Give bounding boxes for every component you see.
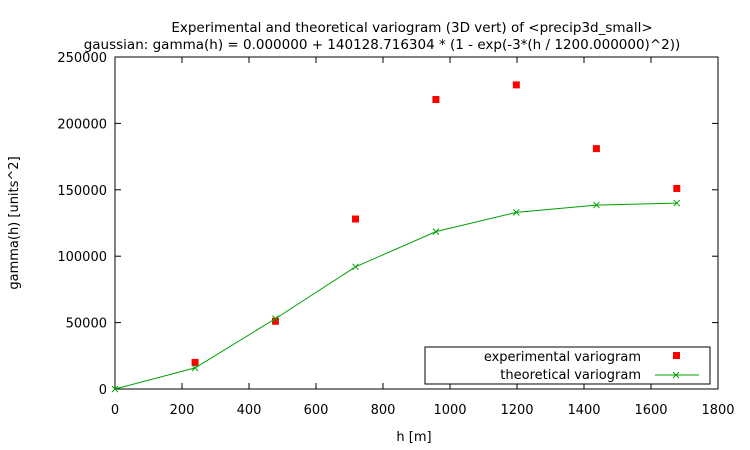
data-point-experimental bbox=[191, 358, 199, 366]
data-point-theoretical bbox=[191, 364, 199, 372]
data-point-theoretical bbox=[272, 315, 279, 322]
x-axis-ticks: 0 200 400 600 800 1000 1200 1400 1600 1800 bbox=[111, 57, 735, 418]
legend-marker-theoretical bbox=[672, 371, 680, 379]
x-tick-label: 1200 bbox=[500, 403, 533, 418]
y-tick-label: 100000 bbox=[57, 250, 107, 265]
data-point-theoretical bbox=[512, 209, 520, 216]
y-tick-label: 150000 bbox=[57, 184, 107, 199]
x-tick-label: 0 bbox=[111, 403, 119, 418]
data-point-theoretical bbox=[593, 201, 600, 209]
x-tick-label: 600 bbox=[304, 403, 329, 418]
y-tick-label: 250000 bbox=[57, 51, 107, 66]
legend-label-theoretical: theoretical variogram bbox=[500, 368, 641, 383]
plot-frame bbox=[114, 56, 719, 390]
data-point-experimental bbox=[271, 317, 279, 325]
data-point-experimental bbox=[673, 184, 681, 192]
x-axis-label: h [m] bbox=[396, 430, 431, 445]
x-tick-label: 800 bbox=[371, 403, 396, 418]
legend-box bbox=[424, 346, 711, 385]
data-point-theoretical bbox=[432, 228, 440, 235]
chart-title: Experimental and theoretical variogram (… bbox=[171, 20, 652, 36]
x-tick-label: 1600 bbox=[634, 403, 667, 418]
x-tick-label: 200 bbox=[170, 403, 195, 418]
x-tick-label: 1400 bbox=[567, 403, 600, 418]
y-axis-ticks: 0 50000 100000 150000 200000 250000 bbox=[57, 51, 718, 398]
x-tick-label: 1000 bbox=[433, 403, 466, 418]
series-layer bbox=[111, 81, 681, 393]
chart-subtitle: gaussian: gamma(h) = 0.000000 + 140128.7… bbox=[84, 37, 681, 53]
y-axis-label: gamma(h) [units^2] bbox=[7, 156, 22, 289]
data-point-theoretical bbox=[352, 263, 359, 271]
data-point-theoretical bbox=[111, 385, 119, 393]
legend-marker-experimental bbox=[673, 352, 680, 359]
series-line-theoretical bbox=[114, 202, 677, 390]
y-tick-label: 0 bbox=[99, 383, 107, 398]
data-point-experimental bbox=[352, 215, 360, 223]
data-point-theoretical bbox=[673, 199, 681, 207]
data-point-experimental bbox=[512, 81, 520, 89]
x-tick-label: 400 bbox=[237, 403, 262, 418]
legend-label-experimental: experimental variogram bbox=[484, 350, 641, 365]
data-point-experimental bbox=[432, 95, 440, 103]
y-tick-label: 200000 bbox=[57, 117, 107, 132]
data-point-experimental bbox=[592, 145, 600, 153]
y-tick-label: 50000 bbox=[66, 317, 107, 332]
x-tick-label: 1800 bbox=[701, 403, 734, 418]
legend: experimental variogram theoretical vario… bbox=[424, 346, 711, 385]
